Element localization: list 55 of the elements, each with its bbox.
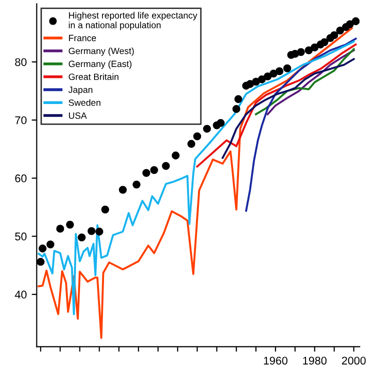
- point: [296, 48, 305, 56]
- point: [56, 224, 64, 233]
- y-tick-label: 70: [15, 116, 27, 124]
- point: [258, 75, 266, 84]
- point: [320, 38, 328, 46]
- line-series: [196, 44, 357, 168]
- point: [304, 46, 313, 54]
- point: [78, 233, 86, 242]
- point: [172, 152, 180, 160]
- point: [283, 64, 292, 72]
- y-tick-label: 60: [15, 174, 27, 182]
- x-tick-label: 1980: [303, 356, 327, 365]
- point: [38, 244, 47, 252]
- point: [101, 206, 110, 214]
- y-tick-label: 80: [15, 58, 27, 66]
- point: [275, 67, 284, 76]
- point: [132, 180, 140, 189]
- point: [270, 70, 278, 78]
- point: [336, 26, 344, 34]
- point: [352, 17, 360, 26]
- line-series: [222, 58, 355, 159]
- line-series: [245, 38, 357, 212]
- legend-label: USA: [68, 112, 87, 119]
- point: [66, 220, 74, 229]
- y-tick-label: 50: [15, 232, 27, 240]
- point: [118, 186, 127, 194]
- point: [88, 227, 96, 236]
- point: [346, 20, 354, 28]
- point: [216, 119, 225, 127]
- point: [95, 228, 104, 236]
- point: [203, 124, 211, 133]
- x-tick-label: 1960: [264, 356, 288, 365]
- point: [193, 132, 202, 140]
- legend-label: Germany (West): [68, 48, 134, 56]
- point: [150, 166, 158, 174]
- legend-label: Germany (East): [68, 60, 132, 69]
- point: [232, 105, 240, 113]
- point: [310, 43, 319, 52]
- point: [330, 31, 338, 40]
- point: [36, 258, 45, 266]
- point: [187, 140, 196, 148]
- legend-label: Highest reported life expectancy in a national population: [68, 12, 198, 30]
- legend-label: France: [69, 34, 96, 42]
- point: [252, 78, 260, 86]
- x-tick-label: 2000: [342, 356, 366, 365]
- y-tick-label: 40: [14, 290, 27, 299]
- legend-label: Sweden: [68, 99, 100, 106]
- point: [264, 72, 272, 80]
- point: [246, 80, 254, 88]
- point: [142, 168, 150, 177]
- legend-label: Japan: [68, 86, 92, 95]
- point: [162, 162, 170, 170]
- point: [234, 95, 242, 104]
- point: [46, 240, 54, 248]
- legend-label: Great Britain: [68, 73, 118, 80]
